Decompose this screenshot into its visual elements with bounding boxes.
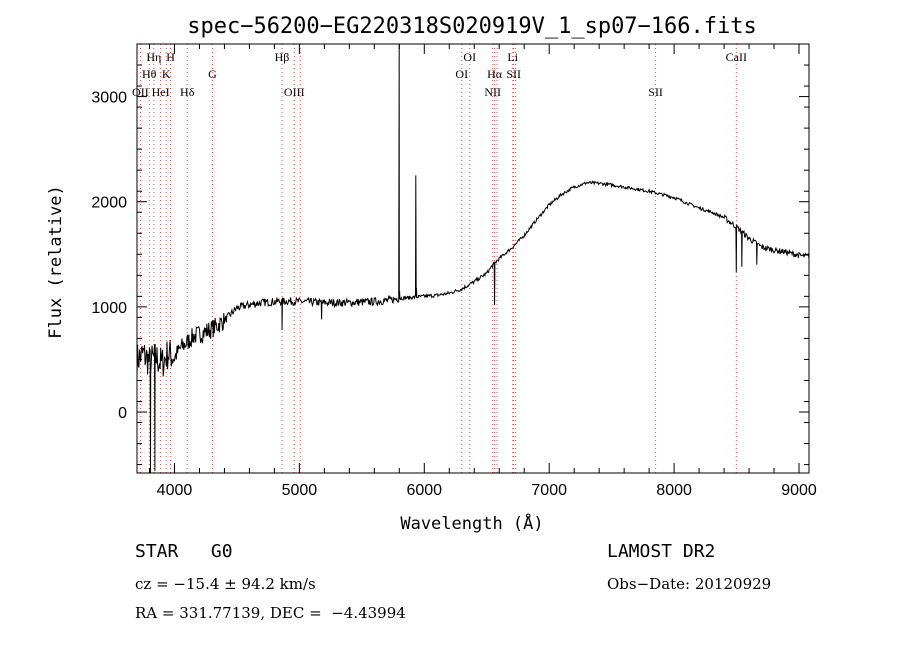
- line-label-1: Hθ: [142, 67, 157, 81]
- line-label-11: OI: [455, 67, 468, 81]
- line-label-6: Hδ: [180, 85, 195, 99]
- line-label-7: G: [208, 67, 217, 81]
- class-label: STAR G0: [135, 541, 233, 562]
- x-tick-label-5: 9000: [781, 482, 817, 499]
- x-tick-label-1: 5000: [282, 482, 318, 499]
- x-tick-label-2: 6000: [406, 482, 442, 499]
- spectral-line-labels: OII Hθ Hη HeI KH Hδ G Hβ OIII OI OI NII Hα Li SII SII Ca…: [132, 50, 747, 99]
- spectral-line-markers: [139, 44, 737, 473]
- line-label-2: Hη: [146, 50, 161, 64]
- line-label-16: Li: [507, 50, 518, 64]
- line-label-4: K: [162, 67, 171, 81]
- coords-label: RA = 331.77139, DEC = −4.43994: [135, 604, 406, 622]
- line-label-12: OI: [463, 50, 476, 64]
- x-axis: 4000 5000 6000 7000 8000 9000: [148, 44, 817, 499]
- line-label-9: OIII: [284, 85, 305, 99]
- plot-frame: [136, 43, 810, 474]
- y-tick-label-2: 2000: [91, 195, 127, 212]
- x-tick-label-3: 7000: [531, 482, 567, 499]
- x-tick-label-0: 4000: [157, 482, 193, 499]
- chart-title: spec−56200−EG220318S020919V_1_sp07−166.f…: [187, 14, 757, 39]
- survey-label: LAMOST DR2: [607, 541, 716, 562]
- line-label-20: CaII: [726, 50, 747, 64]
- obs-date-label: Obs−Date: 20120929: [607, 575, 772, 593]
- line-label-14: Hα: [487, 67, 503, 81]
- line-label-13: NII: [484, 85, 501, 99]
- spectrum-line: [136, 43, 810, 474]
- line-label-3: HeI: [152, 85, 170, 99]
- y-tick-label-1: 1000: [91, 300, 127, 317]
- redshift-label: cz = −15.4 ± 94.2 km/s: [135, 575, 316, 593]
- x-axis-label: Wavelength (Å): [400, 512, 543, 534]
- x-tick-label-4: 8000: [656, 482, 692, 499]
- spectrum-series: [136, 43, 810, 474]
- line-label-0: OII: [132, 85, 149, 99]
- y-axis: 0 1000 2000 3000: [91, 64, 809, 466]
- line-label-17: SII: [506, 67, 521, 81]
- line-label-5: H: [166, 50, 175, 64]
- y-tick-label-3: 3000: [91, 90, 127, 107]
- line-label-19: SII: [648, 85, 663, 99]
- line-label-8: Hβ: [275, 50, 290, 64]
- y-tick-label-0: 0: [118, 405, 127, 422]
- y-axis-label: Flux (relative): [46, 185, 66, 339]
